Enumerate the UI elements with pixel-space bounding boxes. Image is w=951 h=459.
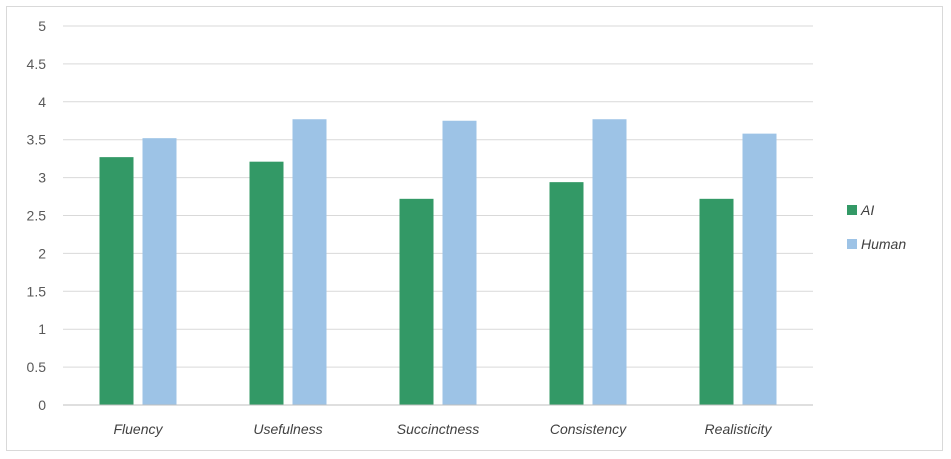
legend-swatch-human xyxy=(847,239,857,249)
y-axis-tick-labels: 0 0.5 1 1.5 2 2.5 3 3.5 4 4.5 5 xyxy=(27,18,47,413)
x-category-label: Fluency xyxy=(113,421,163,437)
legend-swatch-ai xyxy=(847,205,857,215)
bar-human-usefulness xyxy=(292,119,327,405)
x-axis-category-labels: Fluency Usefulness Succinctness Consistency… xyxy=(113,421,772,437)
bar-ai-usefulness xyxy=(249,161,284,405)
y-tick-label: 0.5 xyxy=(27,359,47,375)
y-tick-label: 2 xyxy=(38,245,46,261)
x-category-label: Realisticity xyxy=(705,421,773,437)
y-tick-label: 2.5 xyxy=(27,208,47,224)
bar-ai-realisticity xyxy=(699,198,734,405)
y-tick-label: 1.5 xyxy=(27,283,47,299)
bar-human-succinctness xyxy=(442,120,477,405)
y-tick-label: 4.5 xyxy=(27,56,47,72)
y-tick-label: 3 xyxy=(38,170,46,186)
bar-human-consistency xyxy=(592,119,627,405)
x-category-label: Usefulness xyxy=(253,421,322,437)
x-category-label: Consistency xyxy=(550,421,627,437)
y-tick-label: 0 xyxy=(38,397,46,413)
y-tick-label: 1 xyxy=(38,321,46,337)
y-tick-label: 5 xyxy=(38,18,46,34)
bar-human-realisticity xyxy=(742,133,777,406)
bars xyxy=(99,119,777,406)
bar-ai-succinctness xyxy=(399,198,434,405)
gridlines xyxy=(63,25,813,368)
legend-label-human: Human xyxy=(861,236,906,252)
y-tick-label: 3.5 xyxy=(27,132,47,148)
bar-ai-fluency xyxy=(99,157,134,405)
bar-ai-consistency xyxy=(549,182,584,405)
legend-label-ai: AI xyxy=(860,202,874,218)
y-tick-label: 4 xyxy=(38,94,46,110)
legend: AI Human xyxy=(847,202,906,252)
bar-human-fluency xyxy=(142,138,177,405)
x-category-label: Succinctness xyxy=(397,421,479,437)
